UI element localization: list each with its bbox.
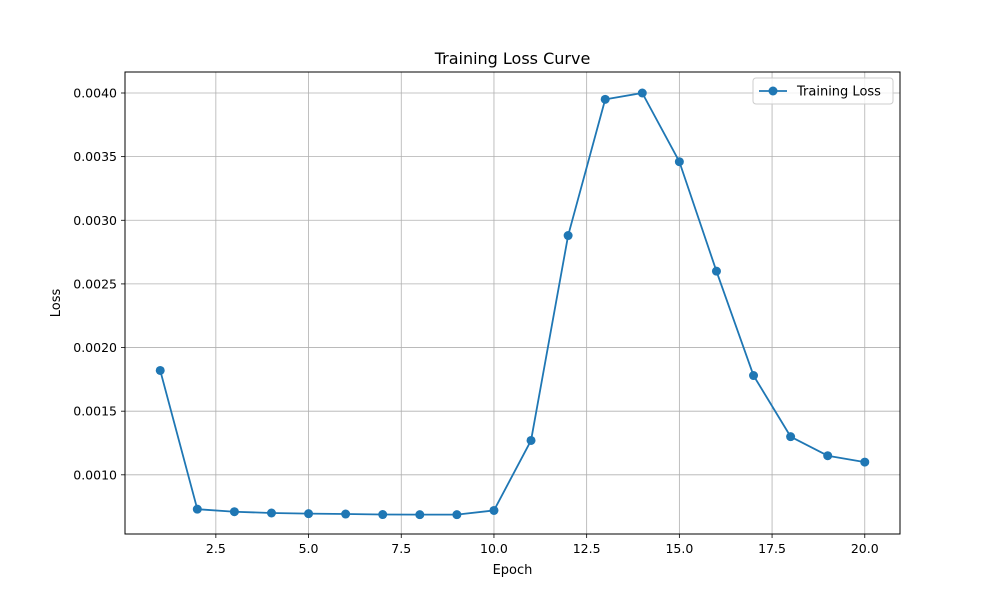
data-point [304, 509, 314, 519]
data-point [489, 505, 499, 515]
x-tick-label: 17.5 [758, 541, 786, 556]
data-point [192, 504, 202, 514]
x-tick-label: 2.5 [206, 541, 226, 556]
data-point [452, 510, 462, 520]
data-point [860, 457, 870, 467]
data-point [749, 371, 759, 381]
x-axis-ticks: 2.5 5.0 7.5 10.0 12.5 15.0 17.5 20.0 [206, 534, 879, 556]
y-tick-label: 0.0010 [73, 467, 117, 482]
data-point [341, 509, 351, 519]
plot-frame [124, 71, 901, 535]
data-point [637, 88, 647, 98]
x-tick-label: 20.0 [851, 541, 879, 556]
grid [125, 72, 900, 534]
y-axis-ticks: 0.0010 0.0015 0.0020 0.0025 0.0030 0.0035 0.00… [73, 86, 125, 482]
data-point [266, 508, 276, 518]
y-tick-label: 0.0035 [73, 149, 117, 164]
y-tick-label: 0.0025 [73, 276, 117, 291]
series-layer [155, 88, 870, 520]
data-point [600, 94, 610, 104]
data-point [563, 231, 573, 241]
chart-title: Training Loss Curve [434, 49, 591, 68]
y-tick-label: 0.0030 [73, 213, 117, 228]
data-point [155, 365, 165, 375]
x-tick-label: 5.0 [299, 541, 319, 556]
x-tick-label: 10.0 [480, 541, 508, 556]
x-axis-label: Epoch [493, 563, 533, 578]
y-tick-label: 0.0020 [73, 340, 117, 355]
data-point [415, 510, 425, 520]
data-point [711, 266, 721, 276]
legend-marker-sample [768, 86, 778, 96]
data-point [526, 435, 536, 445]
legend-box [752, 77, 894, 105]
x-tick-label: 12.5 [573, 541, 601, 556]
series-line [159, 92, 865, 516]
data-point [229, 507, 239, 517]
y-tick-label: 0.0040 [73, 86, 117, 101]
y-tick-label: 0.0015 [73, 404, 117, 419]
y-axis-label: Loss [49, 289, 64, 318]
legend: Training Loss [752, 77, 894, 105]
x-tick-label: 15.0 [665, 541, 693, 556]
legend-label: Training Loss [796, 85, 881, 100]
data-point [823, 451, 833, 461]
x-tick-label: 7.5 [391, 541, 411, 556]
data-point [378, 510, 388, 520]
data-point [674, 157, 684, 167]
data-point [786, 432, 796, 442]
